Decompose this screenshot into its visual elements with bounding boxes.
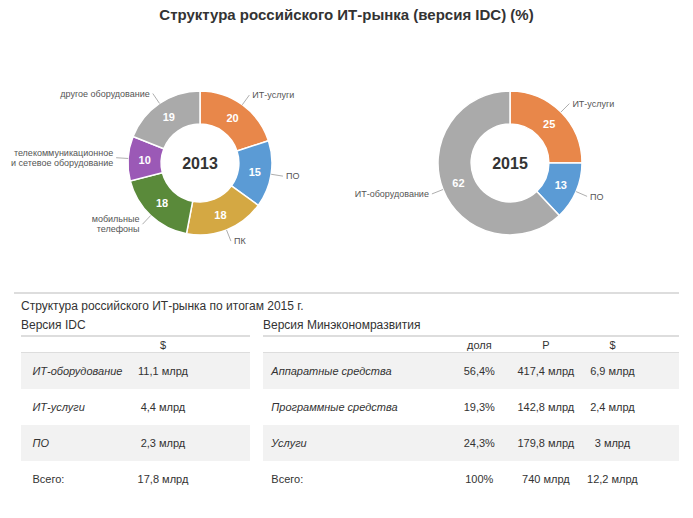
column-header: Р bbox=[542, 339, 549, 351]
table-cell: 100% bbox=[465, 473, 493, 485]
annotation: ИТ-оборудование bbox=[355, 189, 429, 199]
data-label: 19 bbox=[163, 111, 175, 123]
table-rule bbox=[21, 336, 250, 337]
table-cell: 179,8 млрд bbox=[517, 437, 574, 449]
data-label: 18 bbox=[156, 197, 168, 209]
table-row bbox=[21, 461, 250, 497]
annotation: ИТ-услуги bbox=[252, 90, 294, 100]
table-row bbox=[21, 389, 250, 425]
annotation: мобильныетелефоны bbox=[92, 214, 140, 234]
table-row bbox=[263, 353, 679, 389]
table-title: Версия IDC bbox=[21, 318, 86, 332]
table-cell: Всего: bbox=[271, 473, 303, 485]
table-row bbox=[21, 353, 250, 389]
slice bbox=[130, 173, 192, 234]
table-row bbox=[21, 425, 250, 461]
center-label: 2015 bbox=[492, 155, 528, 172]
subtitle: Структура российского ИТ-рынка по итогам… bbox=[21, 299, 304, 313]
donut: 20 15 18 18 10 19 2013 ИТ-услуги ПО ПК мобильныете… bbox=[11, 89, 299, 247]
table-cell: ИТ-услуги bbox=[32, 401, 84, 413]
slice bbox=[187, 186, 259, 235]
data-label: 20 bbox=[226, 112, 238, 124]
table-cell: 12,2 млрд bbox=[587, 473, 638, 485]
table-cell: 417,4 млрд bbox=[517, 365, 574, 377]
slices bbox=[128, 91, 272, 235]
annotation: ИТ-услуги bbox=[572, 99, 614, 109]
leader-line bbox=[242, 95, 249, 105]
leader-line bbox=[116, 157, 128, 159]
table-cell: 19,3% bbox=[464, 401, 495, 413]
table-row bbox=[263, 425, 679, 461]
table-rule bbox=[263, 336, 679, 337]
donut: 25 13 62 2015 ИТ-услуги ПО ИТ-оборудование bbox=[355, 91, 615, 235]
table-cell: 2,3 млрд bbox=[141, 437, 186, 449]
table-cell: Услуги bbox=[270, 437, 306, 449]
annotation: ПО bbox=[590, 192, 603, 202]
leader-line bbox=[432, 190, 443, 194]
column-header: $ bbox=[160, 339, 166, 351]
table-cell: 17,8 млрд bbox=[138, 473, 189, 485]
data-label: 10 bbox=[139, 154, 151, 166]
separator bbox=[14, 293, 679, 294]
table-cell: ИТ-оборудование bbox=[32, 365, 122, 377]
table-cell: 740 млрд bbox=[522, 473, 570, 485]
table-title: Версия Минэкономразвития bbox=[263, 318, 420, 332]
center-label: 2013 bbox=[182, 155, 218, 172]
table-cell: 24,3% bbox=[464, 437, 495, 449]
table-cell: 6,9 млрд bbox=[590, 365, 635, 377]
table-cell: 142,8 млрд bbox=[517, 401, 574, 413]
data-label: 13 bbox=[555, 179, 567, 191]
data-label: 15 bbox=[249, 166, 261, 178]
data-label: 25 bbox=[543, 118, 555, 130]
table-cell: Аппаратные средства bbox=[270, 365, 391, 377]
leader-line bbox=[271, 174, 283, 176]
chart: Структура российского ИТ-рынка (версия I… bbox=[0, 0, 693, 518]
leader-line bbox=[561, 104, 569, 112]
data-label: 62 bbox=[452, 177, 464, 189]
slice bbox=[510, 91, 582, 163]
table-cell: 4,4 млрд bbox=[141, 401, 186, 413]
column-header: доля bbox=[467, 339, 492, 351]
annotation: другое оборудование bbox=[60, 89, 149, 99]
slice bbox=[438, 91, 559, 235]
table-row bbox=[263, 461, 679, 497]
leader-line bbox=[576, 192, 587, 197]
table-cell: 56,4% bbox=[464, 365, 495, 377]
table-row bbox=[263, 389, 679, 425]
slices bbox=[438, 91, 582, 235]
table-cell: 2,4 млрд bbox=[590, 401, 635, 413]
table: Версия Минэкономразвития доля Р $ Аппаратные… bbox=[263, 318, 679, 497]
annotation: телекоммуникационноеи сетевое оборудован… bbox=[11, 148, 113, 168]
title: Структура российского ИТ-рынка (версия I… bbox=[159, 6, 533, 23]
table-cell: 3 млрд bbox=[595, 437, 631, 449]
annotation: ПО bbox=[286, 171, 299, 181]
table: Версия IDC $ ИТ-оборудование 11,1 млрд ИТ-ус… bbox=[21, 318, 250, 497]
leader-line bbox=[142, 215, 150, 224]
table-cell: Всего: bbox=[32, 473, 64, 485]
annotation: ПК bbox=[234, 236, 246, 246]
column-header: $ bbox=[609, 339, 615, 351]
table-cell: ПО bbox=[32, 437, 49, 449]
table-cell: Программные средства bbox=[271, 401, 397, 413]
data-label: 18 bbox=[214, 209, 226, 221]
leader-line bbox=[153, 94, 160, 104]
leader-line bbox=[227, 230, 231, 241]
slice bbox=[133, 91, 200, 149]
table-cell: 11,1 млрд bbox=[138, 365, 188, 377]
